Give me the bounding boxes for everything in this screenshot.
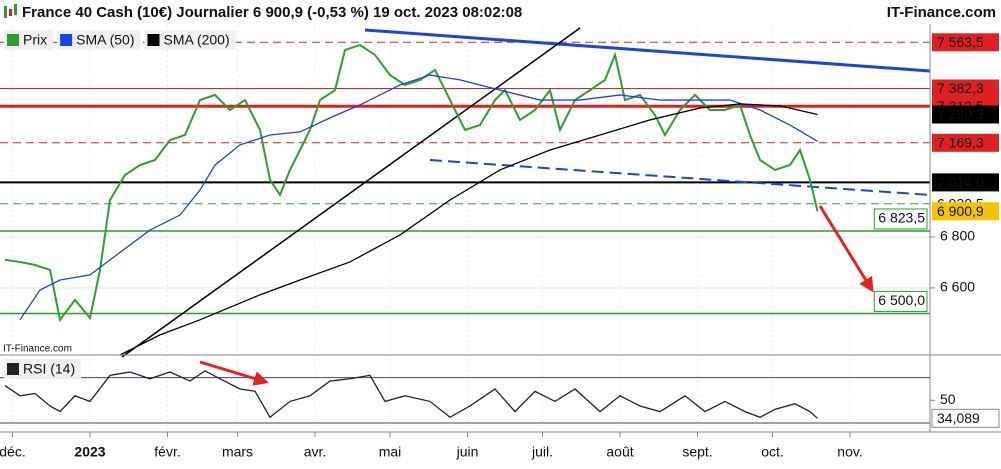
legend-swatch (60, 34, 73, 46)
levels (0, 41, 930, 424)
legend-item-bg (57, 30, 141, 50)
x-tick-label: avr. (304, 444, 327, 460)
y-tick-label: 6 800 (940, 228, 975, 244)
x-tick-label: juin (456, 444, 479, 460)
series (4, 43, 819, 419)
x-tick-label: juil. (531, 444, 553, 460)
x-tick-label: sept. (682, 444, 712, 460)
legend-swatch (147, 34, 160, 46)
y-tick-label: 6 600 (940, 279, 975, 295)
arrow (199, 360, 269, 386)
target-label: 6 823,5 (878, 210, 925, 226)
legend: Prix SMA (50) SMA (200) RSI (14) (4, 30, 236, 379)
target-box (873, 208, 928, 230)
trend-line (364, 28, 931, 73)
x-tick-label: mai (379, 444, 402, 460)
series-line (4, 370, 818, 419)
level-label-box (932, 79, 999, 98)
x-tick-label: 2023 (74, 444, 105, 460)
level-label: 7 014,0 (937, 174, 984, 190)
series-line (4, 43, 819, 323)
level-label: 7 382,3 (937, 80, 984, 96)
legend-item-bg (4, 359, 82, 379)
level-label: 7 280,3 (937, 106, 984, 122)
x-tick-label: oct. (761, 444, 784, 460)
trend-line (429, 159, 931, 196)
grid (0, 20, 930, 432)
x-tick-label: févr. (154, 444, 180, 460)
brand: IT-Finance.com (887, 4, 996, 21)
axis: 6 600 6 800 déc. 2023 févr. mars avr. mai juin ju… (0, 33, 1000, 460)
trend-line (121, 27, 581, 358)
legend-swatch (7, 363, 19, 375)
header-bar (0, 0, 1001, 24)
watermark: IT-Finance.com (3, 344, 72, 355)
series-line (119, 103, 818, 356)
level-label-box (932, 33, 999, 52)
legend-label: SMA (200) (163, 32, 229, 48)
legend-item-bg (144, 30, 236, 50)
arrow (818, 205, 874, 293)
legend-label: SMA (50) (76, 32, 134, 48)
level-label: 6 900,9 (937, 203, 984, 219)
value-label: 34,089 (937, 410, 980, 426)
logo (4, 4, 17, 18)
legend-swatch (7, 34, 19, 46)
level-label: 7 169,3 (937, 135, 984, 151)
level-label-box (932, 133, 999, 152)
x-tick-label: août (606, 444, 633, 460)
level-label-box (932, 173, 999, 192)
level-label-box (932, 202, 999, 221)
series-line (19, 74, 818, 321)
x-tick-label: mars (222, 444, 253, 460)
legend-label: RSI (14) (23, 361, 75, 377)
y-tick-label: 50 (940, 391, 956, 407)
value-label-box (931, 408, 1000, 428)
x-tick-label: nov. (837, 444, 862, 460)
chart-title: France 40 Cash (10€) Journalier 6 900,9 … (22, 4, 522, 21)
target-label: 6 500,0 (878, 292, 925, 308)
target-box (873, 290, 928, 312)
legend-label: Prix (23, 32, 47, 48)
x-tick-label: déc. (0, 444, 26, 460)
level-label-box (932, 105, 999, 124)
level-label: 7 563,5 (937, 34, 984, 50)
